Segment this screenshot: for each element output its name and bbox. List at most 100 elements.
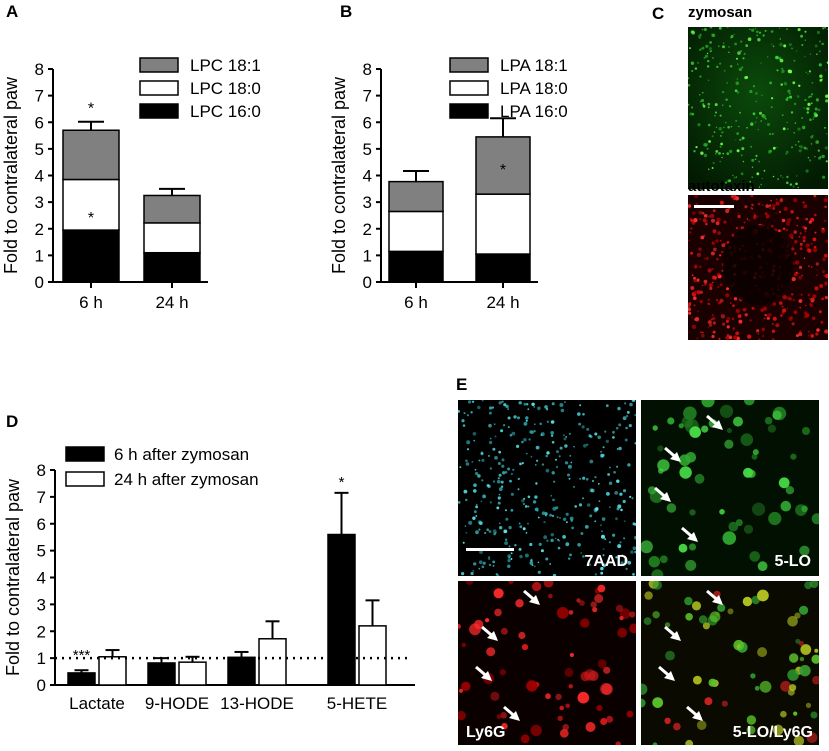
fluorescence-dot: [659, 555, 668, 564]
fluorescence-dot: [789, 95, 793, 99]
fluorescence-dot: [478, 567, 481, 570]
fluorescence-dot: [802, 239, 806, 243]
fluorescence-dot: [825, 195, 827, 198]
fluorescence-dot: [811, 316, 816, 321]
fluorescence-dot: [691, 601, 702, 611]
fluorescence-dot: [698, 247, 702, 251]
fluorescence-dot: [505, 509, 507, 512]
fluorescence-dot: [788, 43, 792, 47]
fluorescence-dot: [701, 211, 705, 215]
fluorescence-dot: [824, 253, 828, 258]
fluorescence-dot: [794, 612, 801, 619]
fluorescence-dot: [624, 402, 627, 405]
fluorescence-dot: [797, 127, 801, 131]
bar-segment: [475, 136, 531, 195]
fluorescence-dot: [537, 406, 541, 411]
fluorescence-dot: [648, 556, 660, 568]
fluorescence-dot: [804, 230, 807, 233]
fluorescence-dot: [781, 67, 784, 70]
fluorescence-dot: [719, 404, 734, 418]
fluorescence-dot: [730, 126, 733, 128]
fluorescence-dot: [777, 178, 779, 180]
fluorescence-dot: [819, 40, 821, 43]
fluorescence-dot: [812, 675, 819, 685]
fluorescence-dot: [503, 529, 508, 534]
fluorescence-dot: [510, 508, 514, 512]
fluorescence-dot: [821, 297, 824, 301]
bar-segment: [62, 229, 120, 283]
fluorescence-dot: [749, 89, 753, 94]
significance-marker: *: [500, 162, 506, 179]
fluorescence-dot: [755, 154, 758, 157]
fluorescence-dot: [601, 530, 603, 533]
fluorescence-dot: [725, 293, 730, 298]
fluorescence-dot: [564, 401, 566, 403]
fluorescence-dot: [516, 444, 520, 448]
fluorescence-dot: [742, 307, 747, 312]
fluorescence-dot: [465, 462, 470, 466]
fluorescence-dot: [793, 272, 798, 277]
fluorescence-dot: [717, 285, 720, 289]
fluorescence-dot: [472, 516, 476, 520]
legend-swatch: [449, 80, 489, 96]
y-tick-label: 6: [37, 515, 46, 534]
fluorescence-dot: [760, 183, 763, 186]
fluorescence-dot: [510, 558, 513, 560]
fluorescence-dot: [804, 581, 812, 590]
fluorescence-dot: [790, 293, 794, 296]
bar-segment: [143, 194, 201, 224]
fluorescence-dot: [801, 274, 803, 277]
fluorescence-dot: [552, 506, 557, 511]
fluorescence-dot: [701, 91, 704, 94]
fluorescence-dot: [720, 135, 722, 137]
fluorescence-dot: [462, 541, 465, 544]
fluorescence-dot: [818, 63, 822, 67]
fluorescence-dot: [550, 495, 553, 497]
fluorescence-dot: [751, 176, 753, 178]
arrow-head-icon: [509, 711, 520, 721]
fluorescence-dot: [489, 406, 493, 410]
fluorescence-dot: [594, 573, 597, 576]
arrow-head-icon: [712, 420, 723, 430]
fluorescence-dot: [806, 732, 818, 743]
fluorescence-dot: [824, 127, 826, 129]
fluorescence-dot: [738, 319, 743, 324]
fluorescence-dot: [601, 534, 605, 539]
fluorescence-dot: [550, 420, 555, 424]
fluorescence-dot: [760, 120, 762, 122]
fluorescence-dot: [742, 160, 745, 163]
fluorescence-dot: [600, 450, 603, 453]
fluorescence-dot: [568, 477, 571, 480]
y-tick-label: 5: [35, 140, 44, 159]
fluorescence-dot: [486, 528, 489, 531]
fluorescence-dot: [791, 277, 796, 282]
fluorescence-dot: [735, 139, 737, 141]
fluorescence-dot: [751, 203, 754, 207]
fluorescence-dot: [602, 548, 605, 550]
arrow-head-icon: [670, 631, 681, 641]
fluorescence-dot: [706, 52, 709, 55]
fluorescence-dot: [768, 511, 782, 526]
fluorescence-dot: [688, 239, 691, 242]
fluorescence-dot: [813, 112, 817, 116]
fluorescence-dot: [747, 37, 752, 41]
fluorescence-dot: [526, 403, 529, 406]
fluorescence-dot: [822, 270, 826, 274]
fluorescence-dot: [507, 467, 511, 471]
fluorescence-dot: [737, 314, 742, 318]
fluorescence-dot: [553, 480, 556, 483]
fluorescence-dot: [497, 462, 501, 465]
fluorescence-dot: [536, 459, 539, 462]
fluorescence-dot: [754, 158, 757, 161]
fluorescence-dot: [701, 333, 705, 338]
fluorescence-dot: [824, 146, 828, 150]
fluorescence-dot: [618, 423, 622, 427]
fluorescence-dot: [578, 503, 583, 507]
fluorescence-dot: [567, 464, 572, 469]
fluorescence-dot: [782, 308, 787, 313]
fluorescence-dot: [573, 485, 575, 488]
fluorescence-dot: [723, 126, 725, 129]
fluorescence-dot: [533, 565, 536, 568]
y-tick-label: 6: [363, 113, 372, 132]
y-tick-label: 0: [37, 676, 46, 695]
